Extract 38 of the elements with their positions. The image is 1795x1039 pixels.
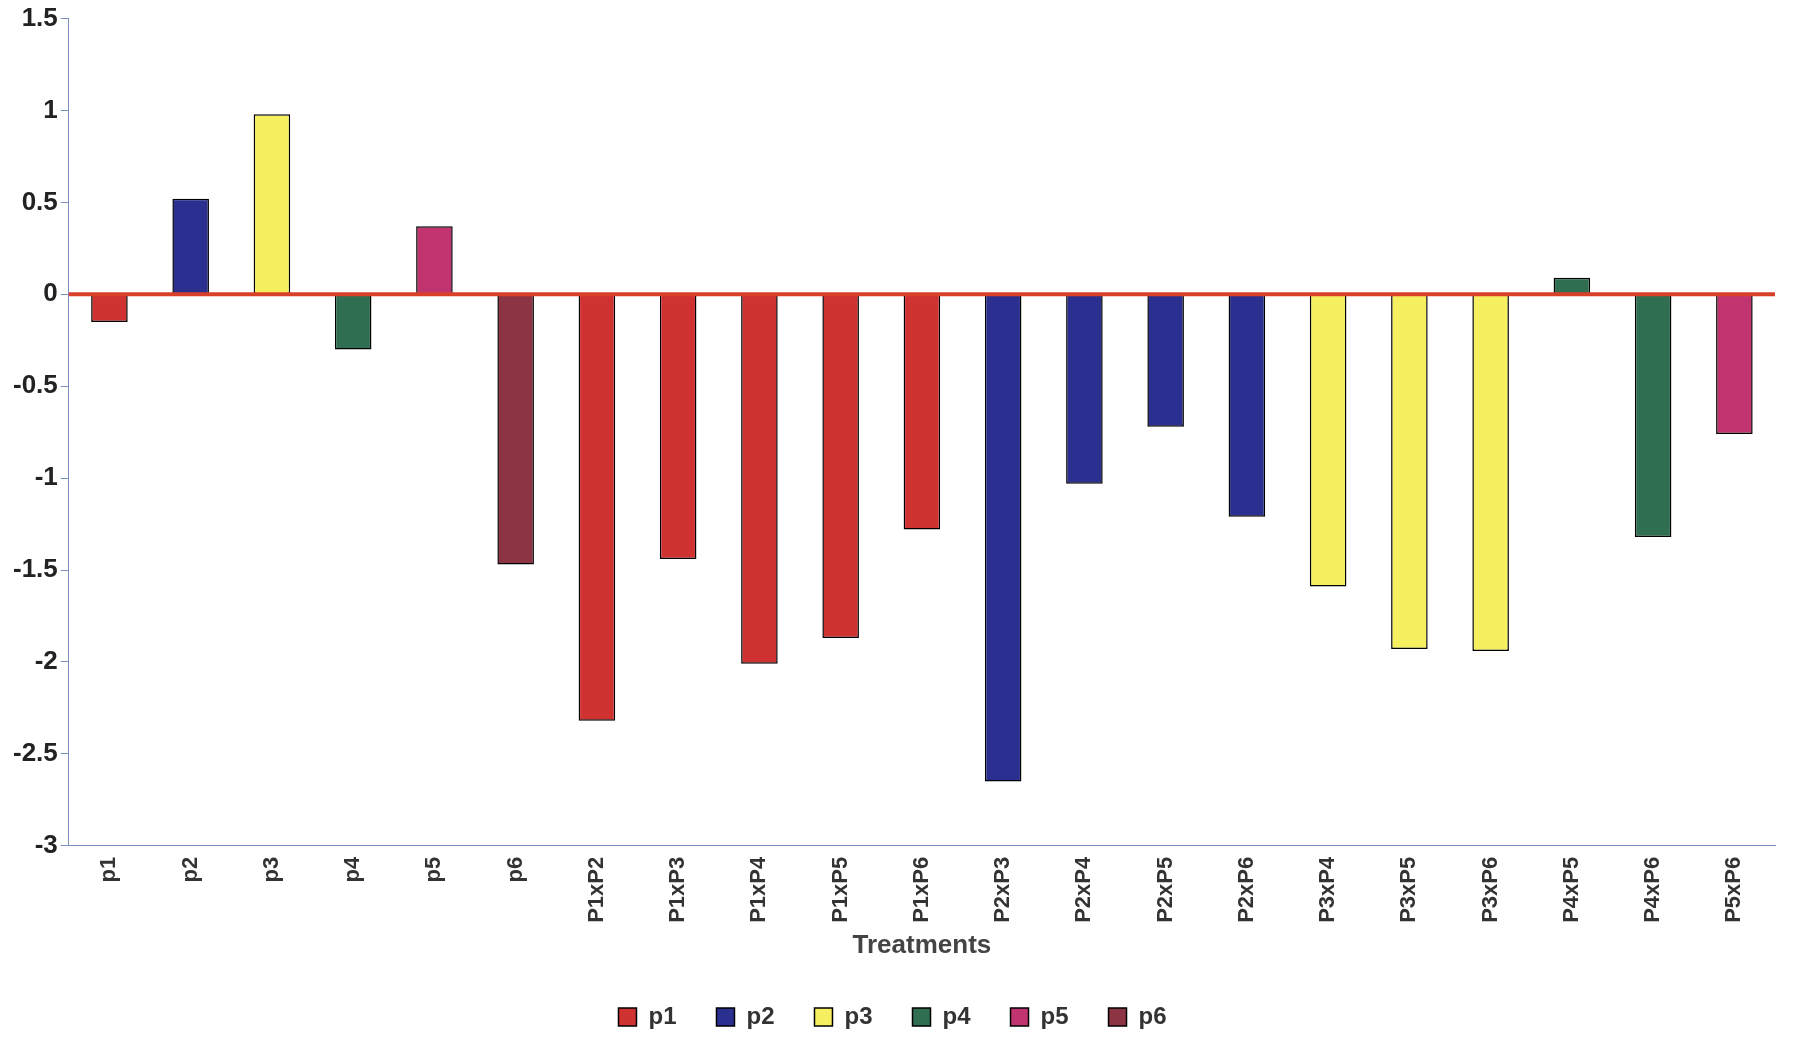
x-tick-label: P1xP5	[826, 856, 852, 923]
y-tick-label: -2.5	[12, 737, 58, 768]
x-tick-label: P2xP3	[989, 856, 1015, 923]
y-tick-label: -0.5	[12, 369, 58, 400]
x-tick-label: P4xP6	[1639, 856, 1665, 923]
x-tick-label: p5	[420, 856, 446, 883]
x-tick-label: p4	[339, 856, 365, 883]
y-tick-label: -1.5	[12, 553, 58, 584]
y-tick-label: -1	[34, 461, 58, 492]
x-tick-label: p3	[257, 856, 283, 883]
legend-label: p3	[844, 1001, 873, 1029]
legend-label: p2	[746, 1001, 775, 1029]
y-tick-label: 1.5	[21, 1, 58, 32]
legend-label: p4	[942, 1001, 972, 1029]
y-tick-label: 1	[43, 93, 58, 124]
x-tick-label: P3xP6	[1476, 856, 1502, 923]
y-tick-label: 0	[43, 277, 58, 308]
x-tick-label: P1xP6	[907, 856, 933, 923]
x-tick-label: P3xP4	[1314, 855, 1340, 923]
x-tick-label: P4xP5	[1557, 856, 1583, 923]
x-tick-label: P2xP4	[1070, 855, 1096, 923]
legend-label: p1	[648, 1001, 677, 1029]
x-tick-label: P5xP6	[1720, 856, 1746, 923]
y-tick-label: -3	[34, 828, 58, 859]
x-tick-label: P2xP5	[1151, 856, 1177, 923]
x-tick-label: p6	[501, 856, 527, 883]
x-tick-label: P1xP3	[664, 856, 690, 923]
x-tick-label: p1	[95, 856, 121, 883]
x-tick-label: P1xP2	[582, 856, 608, 923]
x-axis-title: Treatments	[852, 928, 992, 959]
legend-label: p6	[1138, 1001, 1167, 1029]
legend-label: p5	[1040, 1001, 1069, 1029]
x-tick-label: p2	[176, 856, 202, 883]
y-tick-label: 0.5	[21, 185, 58, 216]
x-tick-label: P2xP6	[1232, 856, 1258, 923]
x-tick-label: P3xP5	[1395, 856, 1421, 923]
y-tick-label: -2	[34, 645, 58, 676]
x-tick-label: P1xP4	[745, 855, 771, 923]
